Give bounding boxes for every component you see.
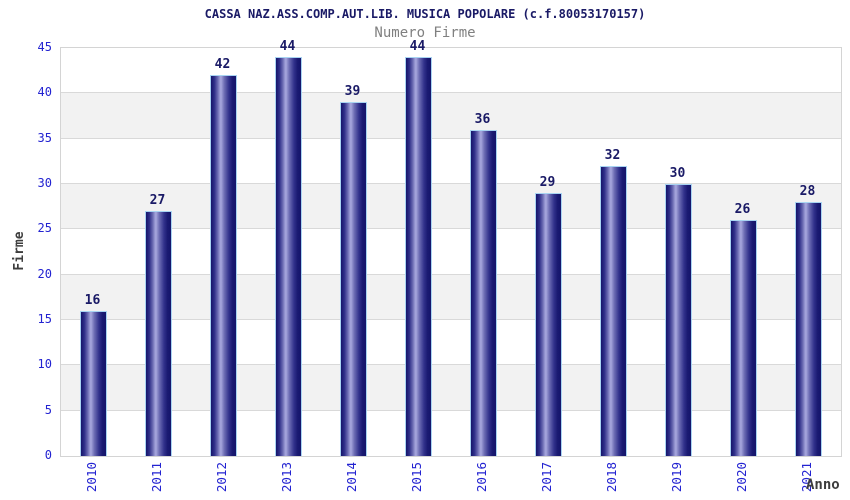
plot-band [61,48,841,94]
x-axis-title: Anno [806,477,840,493]
y-tick-15: 15 [37,312,52,326]
bar-value-label-2012: 42 [214,57,231,73]
bar-value-label-2011: 27 [149,193,166,209]
y-tick-5: 5 [44,402,52,417]
y-tick-20: 20 [37,266,52,281]
x-tick-2018: 2018 [603,462,619,493]
bar-2011 [145,211,172,456]
gridline [61,92,841,94]
plot-band [61,274,841,320]
bar-2021 [795,202,822,456]
x-tick-2010: 2010 [83,462,99,493]
gridline [61,273,841,275]
plot-band [61,229,841,275]
x-tick-2017: 2017 [538,462,554,493]
bar-2020 [730,220,757,456]
bar-value-label-2013: 44 [279,39,296,55]
y-tick-0: 0 [44,448,52,462]
x-tick-2015: 2015 [408,462,424,493]
y-tick-35: 35 [37,130,52,145]
bar-value-label-2021: 28 [799,184,816,200]
bar-2016 [470,129,497,456]
gridline [61,228,841,230]
x-tick-2014: 2014 [343,462,359,493]
x-tick-2013: 2013 [278,462,294,493]
plot-band [61,93,841,139]
bar-2015 [405,57,432,456]
plot-band [61,410,841,456]
bar-value-label-2017: 29 [539,175,556,191]
plot-band [61,365,841,411]
plot-band [61,320,841,366]
y-tick-25: 25 [37,221,52,236]
gridline [61,319,841,320]
gridline [61,183,841,184]
bar-2013 [275,57,302,456]
bar-2018 [600,165,627,456]
bar-value-label-2010: 16 [84,292,101,308]
bar-2010 [80,310,107,456]
bar-value-label-2019: 30 [669,166,686,181]
bar-2019 [665,184,692,456]
bar-2012 [210,75,237,456]
bar-value-label-2016: 36 [474,111,491,127]
y-tick-40: 40 [37,85,52,100]
bar-value-label-2020: 26 [734,202,751,218]
bar-value-label-2014: 39 [344,84,361,100]
bar-2017 [535,193,562,456]
gridline [61,364,841,366]
gridline [61,409,841,411]
plot-area [60,47,842,457]
plot-band [61,184,841,230]
y-tick-10: 10 [37,357,52,372]
x-tick-2019: 2019 [668,462,684,493]
x-tick-2020: 2020 [733,462,749,493]
bar-2014 [340,102,367,456]
chart-title: CASSA NAZ.ASS.COMP.AUT.LIB. MUSICA POPOL… [204,7,646,21]
gridline [61,137,841,139]
y-axis-title: Firme [12,231,27,271]
x-tick-2011: 2011 [148,462,164,493]
x-tick-2012: 2012 [213,462,229,493]
y-tick-45: 45 [37,40,52,54]
bar-value-label-2015: 44 [409,39,426,55]
y-tick-30: 30 [37,176,52,190]
chart-subtitle: Numero Firme [374,25,476,41]
plot-band [61,138,841,184]
x-tick-2016: 2016 [473,462,489,493]
bar-value-label-2018: 32 [604,147,621,163]
